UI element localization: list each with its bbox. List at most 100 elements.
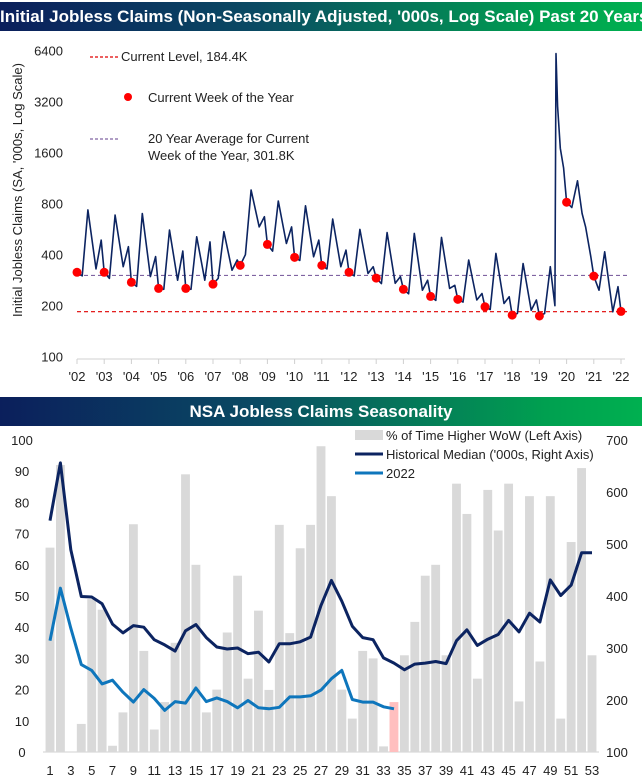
top-chart-title: Initial Jobless Claims (Non-Seasonally A…: [0, 2, 642, 31]
bottom-x-tick-label: 11: [147, 763, 161, 778]
bottom-x-tick-label: 13: [168, 763, 182, 778]
bar: [285, 633, 295, 752]
left-y-tick-label: 100: [11, 433, 33, 448]
right-y-tick-label: 700: [606, 433, 628, 448]
left-y-tick-label: 40: [15, 620, 29, 635]
bar: [368, 658, 378, 752]
bar: [97, 609, 107, 752]
bar: [139, 650, 149, 752]
bar: [316, 446, 326, 752]
bar: [399, 655, 409, 752]
bar: [149, 729, 159, 752]
bar: [55, 464, 65, 752]
right-y-tick-label: 600: [606, 485, 628, 500]
bar: [556, 718, 566, 752]
bar: [191, 564, 201, 752]
bar: [379, 746, 388, 752]
current-week-dot: [181, 283, 191, 293]
current-week-dot: [154, 283, 164, 293]
top-x-tick-label: '08: [232, 369, 249, 384]
bottom-x-tick-label: 1: [46, 763, 53, 778]
top-y-tick-label: 200: [41, 299, 63, 314]
bar: [514, 701, 524, 752]
bar: [212, 689, 222, 752]
bar: [118, 712, 128, 752]
left-y-tick-label: 60: [15, 558, 29, 573]
legend-2022: 2022: [386, 466, 415, 481]
seasonality-chart: 0 10 20 30 40 50 60 70 80 90 100 100 200 300 400 500 600…: [11, 428, 628, 778]
bottom-x-tick-label: 37: [418, 763, 432, 778]
bar: [504, 483, 514, 752]
left-y-tick-label: 10: [15, 714, 29, 729]
top-x-tick-label: '06: [177, 369, 194, 384]
bottom-x-tick-label: 47: [522, 763, 536, 778]
right-y-tick-label: 200: [606, 693, 628, 708]
claims-series-line: [76, 52, 622, 317]
left-y-tick-label: 90: [15, 464, 29, 479]
current-week-dot: [72, 267, 82, 277]
top-x-tick-label: '22: [613, 369, 630, 384]
current-week-dot: [208, 279, 218, 289]
top-x-tick-label: '18: [504, 369, 521, 384]
legend-median: Historical Median ('000s, Right Axis): [386, 447, 594, 462]
bar: [87, 599, 97, 752]
bar: [566, 542, 576, 752]
current-week-dot: [562, 197, 572, 207]
current-week-dot: [126, 277, 136, 287]
current-week-dot: [398, 284, 408, 294]
bottom-x-tick-label: 45: [501, 763, 515, 778]
top-x-tick-label: '17: [477, 369, 494, 384]
current-week-dot: [507, 310, 517, 320]
bar: [128, 524, 138, 752]
top-y-tick-label: 100: [41, 350, 63, 365]
historical-median-line: [48, 461, 592, 672]
bar: [337, 689, 347, 752]
bar: [295, 548, 305, 752]
bar: [452, 483, 461, 752]
bar: [222, 632, 232, 752]
top-x-tick-label: '16: [449, 369, 466, 384]
current-week-dot: [480, 302, 490, 312]
bar: [45, 547, 55, 752]
bar: [431, 564, 441, 752]
legend-average-line2: Week of the Year, 301.8K: [148, 148, 295, 163]
current-week-dot: [317, 260, 327, 270]
bottom-x-tick-label: 17: [210, 763, 224, 778]
bar: [525, 496, 534, 752]
left-y-tick-label: 50: [15, 589, 29, 604]
bottom-x-tick-label: 33: [376, 763, 390, 778]
bottom-chart-title: NSA Jobless Claims Seasonality: [0, 397, 642, 426]
bar: [577, 468, 587, 752]
left-y-tick-label: 0: [18, 745, 25, 760]
bar: [201, 712, 211, 752]
left-y-tick-label: 70: [15, 527, 29, 542]
bar: [108, 745, 117, 752]
bar: [545, 496, 555, 752]
legend-current-week-swatch: [124, 93, 132, 101]
bar: [326, 496, 336, 752]
top-x-tick-label: '19: [531, 369, 548, 384]
highlight-bar: [389, 702, 399, 752]
left-y-tick-label: 80: [15, 495, 29, 510]
bottom-x-tick-label: 31: [355, 763, 369, 778]
top-x-tick-label: '11: [314, 369, 330, 384]
top-x-tick-label: '12: [341, 369, 358, 384]
top-y-tick-label: 6400: [34, 44, 63, 59]
top-x-tick-label: '09: [259, 369, 276, 384]
bottom-x-tick-label: 41: [460, 763, 474, 778]
legend-current-level: Current Level, 184.4K: [121, 49, 248, 64]
bar: [462, 513, 472, 752]
top-x-tick-label: '10: [286, 369, 303, 384]
bottom-x-tick-label: 51: [564, 763, 578, 778]
current-week-dot: [426, 291, 436, 301]
bottom-x-tick-label: 21: [251, 763, 265, 778]
top-x-tick-label: '07: [205, 369, 222, 384]
top-y-axis-label: Initial Jobless Claims (SA, '000s, Log S…: [10, 63, 25, 317]
top-y-tick-label: 1600: [34, 146, 63, 161]
bottom-x-tick-label: 53: [585, 763, 599, 778]
bar: [243, 678, 253, 752]
bar: [160, 702, 170, 752]
current-week-dot: [589, 271, 599, 281]
bottom-x-tick-label: 27: [314, 763, 328, 778]
bottom-x-tick-label: 43: [481, 763, 495, 778]
